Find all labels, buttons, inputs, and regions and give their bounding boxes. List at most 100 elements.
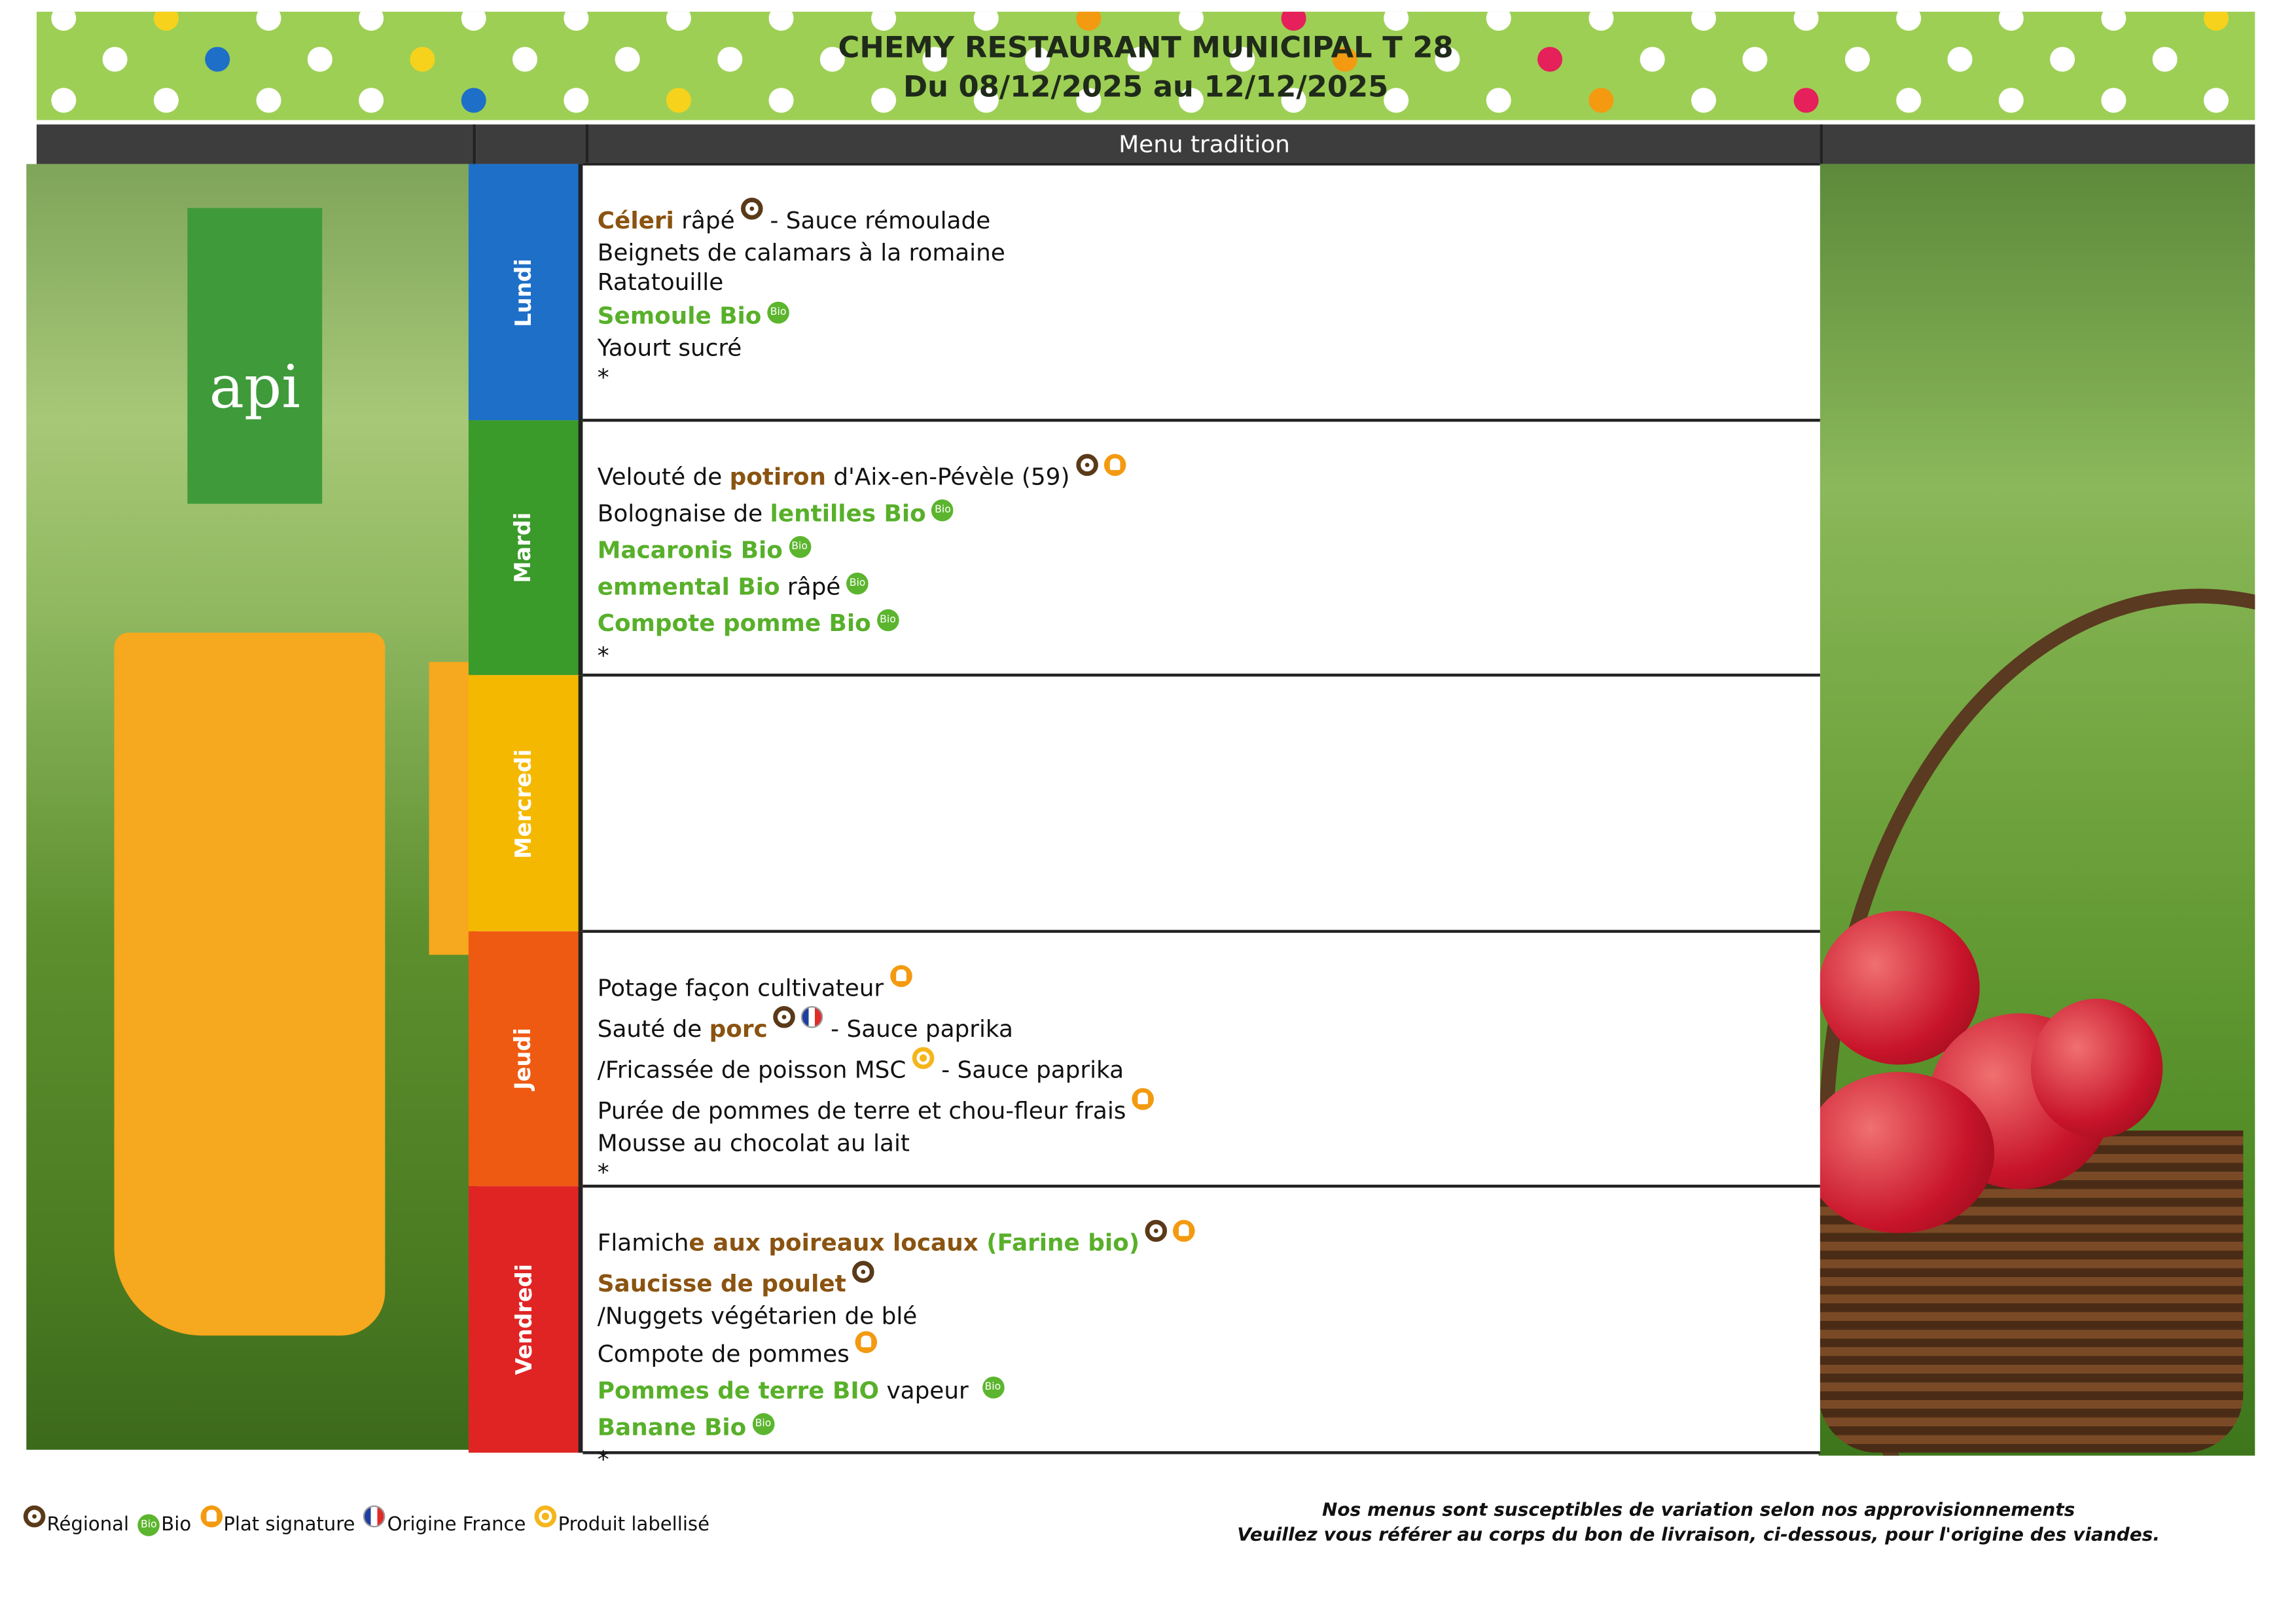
day-lundi: Lundi (468, 164, 583, 421)
bio-icon: Bio (788, 535, 811, 558)
polka-dot (1998, 88, 2024, 113)
menu-item-text: Céleri (597, 206, 674, 234)
polka-dot (1896, 88, 1922, 113)
polka-dot (1127, 46, 1153, 72)
regional-icon (1075, 454, 1098, 477)
legend-label: Plat signature (223, 1514, 355, 1536)
polka-dot (1281, 11, 1306, 31)
polka-dot (1640, 46, 1665, 72)
signature-icon (200, 1505, 223, 1528)
menu-cell-mardi: Velouté de potiron d'Aix-en-Pévèle (59) B… (583, 418, 1820, 677)
polka-dot (153, 88, 179, 113)
menu-item-text: /Fricassée de poisson MSC (597, 1056, 906, 1084)
bio-icon: Bio (931, 499, 954, 522)
regional-icon (1145, 1219, 1168, 1242)
regional-icon (23, 1505, 46, 1528)
menu-item-text: Sauté de (597, 1015, 709, 1043)
polka-dot (2101, 11, 2126, 31)
polka-dot (1844, 46, 1870, 72)
polka-dot (1486, 11, 1511, 31)
polka-dot (564, 11, 589, 31)
polka-dot (1076, 88, 1102, 113)
polka-dot (2203, 11, 2229, 31)
polka-dot (359, 11, 384, 31)
polka-dot (1178, 11, 1204, 31)
menu-item: Potage façon cultivateur (598, 965, 1820, 1006)
polka-dot (1896, 11, 1922, 31)
page-title: CHEMY RESTAURANT MUNICIPAL T 28 (838, 29, 1454, 65)
polka-dot (1384, 88, 1409, 113)
apple-image (1818, 911, 1980, 1065)
polka-dot (1691, 88, 1716, 113)
polka-dot (205, 46, 230, 72)
menu-item-text: Velouté de (597, 462, 730, 491)
menu-item-text: Pommes de terre BIO (597, 1376, 880, 1405)
legend-label: Bio (161, 1514, 192, 1536)
day-mardi: Mardi (468, 420, 583, 676)
menu-cell-vendredi: Flamiche aux poireaux locaux (Farine bio… (583, 1184, 1820, 1473)
footnote-line-1: Nos menus sont susceptibles de variation… (1322, 1498, 2075, 1521)
polka-dot (410, 46, 435, 72)
polka-dot (307, 46, 332, 72)
day-label: Lundi (510, 257, 537, 327)
legend-entry: Origine France (363, 1505, 526, 1536)
menu-item-text: potiron (729, 462, 826, 491)
polka-dot (666, 88, 691, 113)
polka-dot (2152, 46, 2178, 72)
polka-dot (1230, 46, 1255, 72)
menu-item-text: râpé (673, 206, 735, 234)
menu-item-text: Bolognaise de (597, 499, 770, 528)
menu-item-text: * (597, 1158, 609, 1187)
day-label: Vendredi (510, 1263, 537, 1375)
menu-tradition-label: Menu tradition (1119, 130, 1290, 158)
menu-item: Saucisse de poulet (598, 1261, 1820, 1302)
menu-item-text: râpé (780, 572, 841, 601)
menu-item-text: Purée de pommes de terre et chou-fleur f… (597, 1096, 1126, 1125)
bio-icon: Bio (752, 1413, 774, 1435)
menu-item-text: Flamich (597, 1229, 689, 1257)
menu-item: Compote pomme Bio Bio (598, 605, 1820, 641)
france-flag-icon (363, 1505, 386, 1528)
menu-item: Sauté de porc - Sauce paprika (597, 1005, 1820, 1047)
menu-item: * (598, 363, 1820, 393)
menu-item: Macaronis Bio Bio (598, 532, 1820, 568)
bio-icon: Bio (982, 1376, 1004, 1399)
polka-dot (2203, 88, 2229, 113)
polka-dot (256, 11, 281, 31)
polka-dot (1947, 46, 1973, 72)
menu-item-text: lentilles Bio (770, 499, 926, 528)
menu-item-text: Saucisse de poulet (597, 1269, 846, 1298)
menu-cell-jeudi: Potage façon cultivateur Sauté de porc - … (583, 929, 1820, 1188)
polka-dot (1537, 46, 1563, 72)
france-flag-icon (801, 1005, 823, 1028)
menu-item: * (598, 641, 1820, 671)
polka-dot (615, 46, 640, 72)
polka-dot (768, 11, 794, 31)
menu-item-text: Ratatouille (597, 268, 724, 296)
menu-item-text: Compote de pommes (597, 1340, 850, 1368)
menu-item-text: Yaourt sucré (597, 334, 742, 362)
polka-dot (871, 88, 897, 113)
polka-dot (1435, 46, 1460, 72)
column-header-day (476, 124, 589, 164)
polka-dot (871, 11, 897, 31)
regional-icon (773, 1005, 796, 1028)
footnote-line-2: Veuillez vous référer au corps du bon de… (1237, 1523, 2160, 1545)
menu-item: emmental Bio râpé Bio (598, 568, 1820, 605)
menu-item: Compote de pommes (598, 1331, 1820, 1373)
menu-item-text: Macaronis Bio (597, 535, 783, 564)
polka-dot (973, 88, 999, 113)
signature-icon (855, 1331, 878, 1354)
menu-item: /Fricassée de poisson MSC - Sauce paprik… (598, 1047, 1820, 1089)
polka-dot (2050, 46, 2075, 72)
column-header-right (1823, 124, 2255, 164)
icon-legend: Régional Bio Bio Plat signature Origine Fran… (23, 1505, 719, 1536)
polka-dot (1486, 88, 1511, 113)
menu-item-text: Mousse au chocolat au lait (597, 1128, 910, 1157)
menu-item-text: * (597, 1445, 609, 1473)
day-label: Mercredi (510, 748, 537, 858)
polka-dot (922, 46, 948, 72)
day-jeudi: Jeudi (468, 931, 583, 1187)
menu-item: Ratatouille (598, 268, 1820, 297)
